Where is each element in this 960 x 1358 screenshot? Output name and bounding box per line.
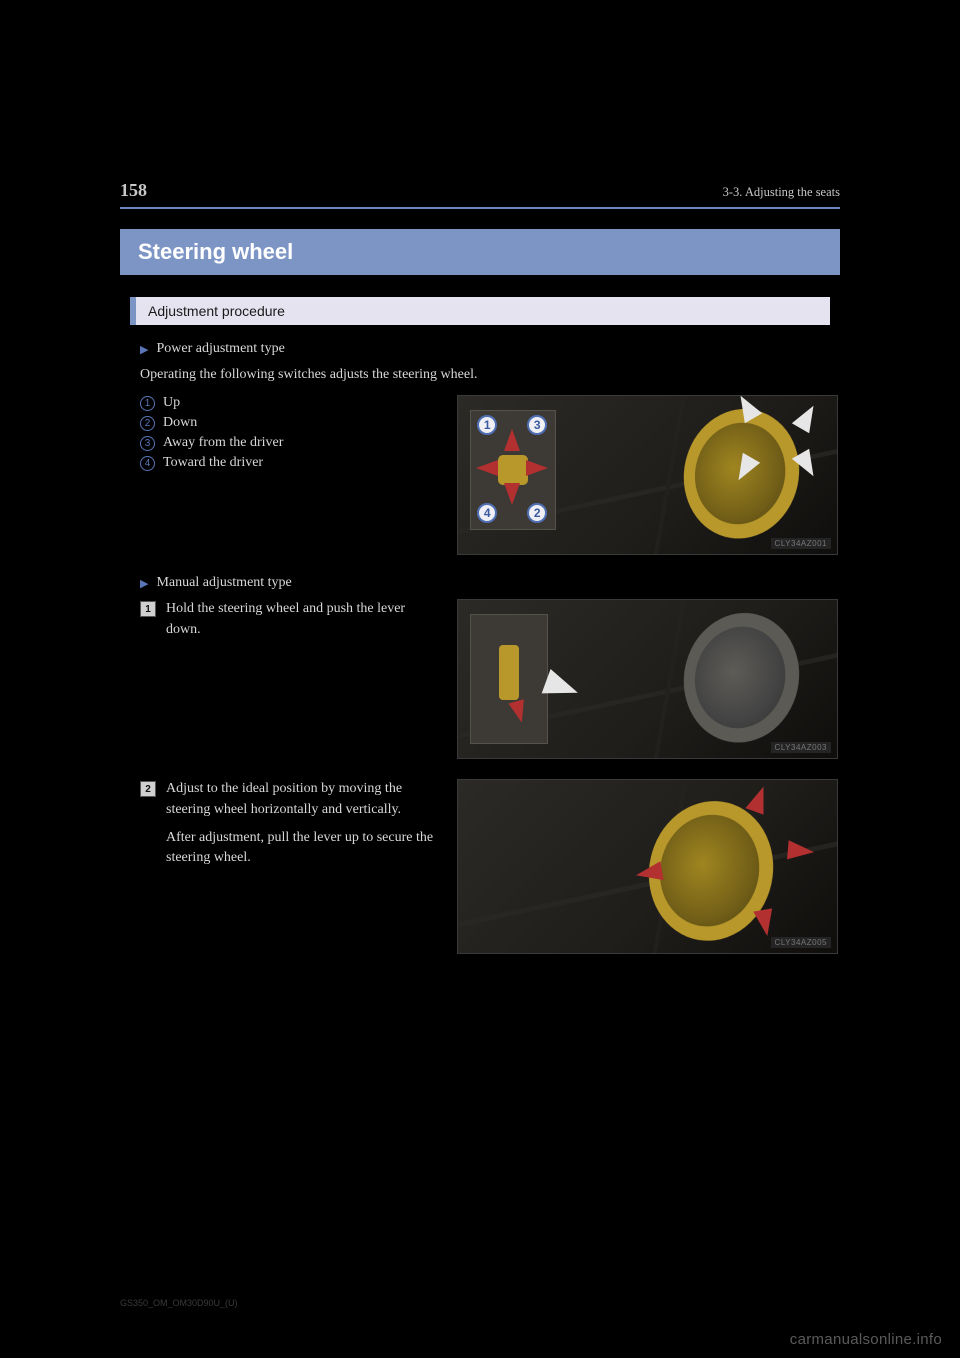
- step-2: 2 Adjust to the ideal position by moving…: [140, 779, 439, 868]
- triangle-icon: ▶: [140, 577, 148, 590]
- manual-step2-row: 2 Adjust to the ideal position by moving…: [140, 779, 820, 954]
- manual-page: 158 3-3. Adjusting the seats Steering wh…: [120, 180, 840, 974]
- list-label: Toward the driver: [163, 455, 263, 471]
- arrow-down-icon: [509, 700, 530, 725]
- list-label: Up: [163, 395, 180, 411]
- image-code: CLY34AZ005: [771, 937, 831, 948]
- source-filename: GS350_OM_OM30D90U_(U): [120, 1298, 238, 1308]
- image-code: CLY34AZ003: [771, 742, 831, 753]
- page-header: 158 3-3. Adjusting the seats: [120, 180, 840, 201]
- manual-step1-text: 1 Hold the steering wheel and push the l…: [140, 599, 439, 640]
- power-heading-row: ▶ Power adjustment type: [140, 341, 820, 357]
- breadcrumb: 3-3. Adjusting the seats: [723, 185, 840, 200]
- callout-2: 2: [527, 503, 547, 523]
- list-item: 3 Away from the driver: [140, 435, 439, 451]
- manual-step1-row: 1 Hold the steering wheel and push the l…: [140, 599, 820, 759]
- arrow-up-icon: [504, 429, 520, 451]
- manual-step1-image: CLY34AZ003: [457, 599, 838, 759]
- lever-down-illustration: CLY34AZ003: [457, 599, 838, 759]
- list-marker-1: 1: [140, 396, 155, 411]
- triangle-icon: ▶: [140, 343, 148, 356]
- callout-3: 3: [527, 415, 547, 435]
- power-image-col: 1 3 4 2 CLY34AZ001: [457, 395, 838, 555]
- power-instruction: Operating the following switches adjusts…: [140, 365, 820, 385]
- adjust-position-illustration: CLY34AZ005: [457, 779, 838, 954]
- step-2a-text: Adjust to the ideal position by moving t…: [166, 779, 439, 820]
- power-adjust-illustration: 1 3 4 2 CLY34AZ001: [457, 395, 838, 555]
- list-marker-4: 4: [140, 456, 155, 471]
- callout-4: 4: [477, 503, 497, 523]
- step-marker-1: 1: [140, 601, 156, 617]
- step-2-body: Adjust to the ideal position by moving t…: [166, 779, 439, 868]
- callout-1: 1: [477, 415, 497, 435]
- manual-heading: Manual adjustment type: [156, 575, 291, 591]
- direction-list: 1 Up 2 Down 3 Away from the driver 4 Toward …: [140, 395, 439, 471]
- arrow-down-icon: [504, 483, 520, 505]
- manual-step2-image: CLY34AZ005: [457, 779, 838, 954]
- page-title: Steering wheel: [120, 229, 840, 275]
- power-heading: Power adjustment type: [156, 341, 284, 357]
- page-number: 158: [120, 180, 147, 201]
- list-label: Away from the driver: [163, 435, 283, 451]
- manual-heading-row: ▶ Manual adjustment type: [140, 575, 820, 591]
- arrow-left-icon: [476, 460, 498, 476]
- step-marker-2: 2: [140, 781, 156, 797]
- watermark: carmanualsonline.info: [790, 1331, 942, 1348]
- power-row: 1 Up 2 Down 3 Away from the driver 4 Toward …: [140, 395, 820, 555]
- list-item: 2 Down: [140, 415, 439, 431]
- list-label: Down: [163, 415, 197, 431]
- header-rule: [120, 207, 840, 209]
- power-list-col: 1 Up 2 Down 3 Away from the driver 4 Toward …: [140, 395, 439, 475]
- list-item: 1 Up: [140, 395, 439, 411]
- manual-step2-text: 2 Adjust to the ideal position by moving…: [140, 779, 439, 868]
- lever-panel: [470, 614, 548, 744]
- dpad-switch: [498, 455, 528, 485]
- arrow-right-icon: [787, 841, 815, 862]
- list-item: 4 Toward the driver: [140, 455, 439, 471]
- step-1-text: Hold the steering wheel and push the lev…: [166, 599, 439, 640]
- list-marker-2: 2: [140, 416, 155, 431]
- step-2b-text: After adjustment, pull the lever up to s…: [166, 828, 439, 869]
- list-marker-3: 3: [140, 436, 155, 451]
- arrow-right-icon: [526, 460, 548, 476]
- content-area: ▶ Power adjustment type Operating the fo…: [120, 341, 840, 954]
- section-heading: Adjustment procedure: [130, 297, 830, 325]
- lever-icon: [499, 645, 519, 700]
- image-code: CLY34AZ001: [771, 538, 831, 549]
- step-1: 1 Hold the steering wheel and push the l…: [140, 599, 439, 640]
- control-panel: 1 3 4 2: [470, 410, 556, 530]
